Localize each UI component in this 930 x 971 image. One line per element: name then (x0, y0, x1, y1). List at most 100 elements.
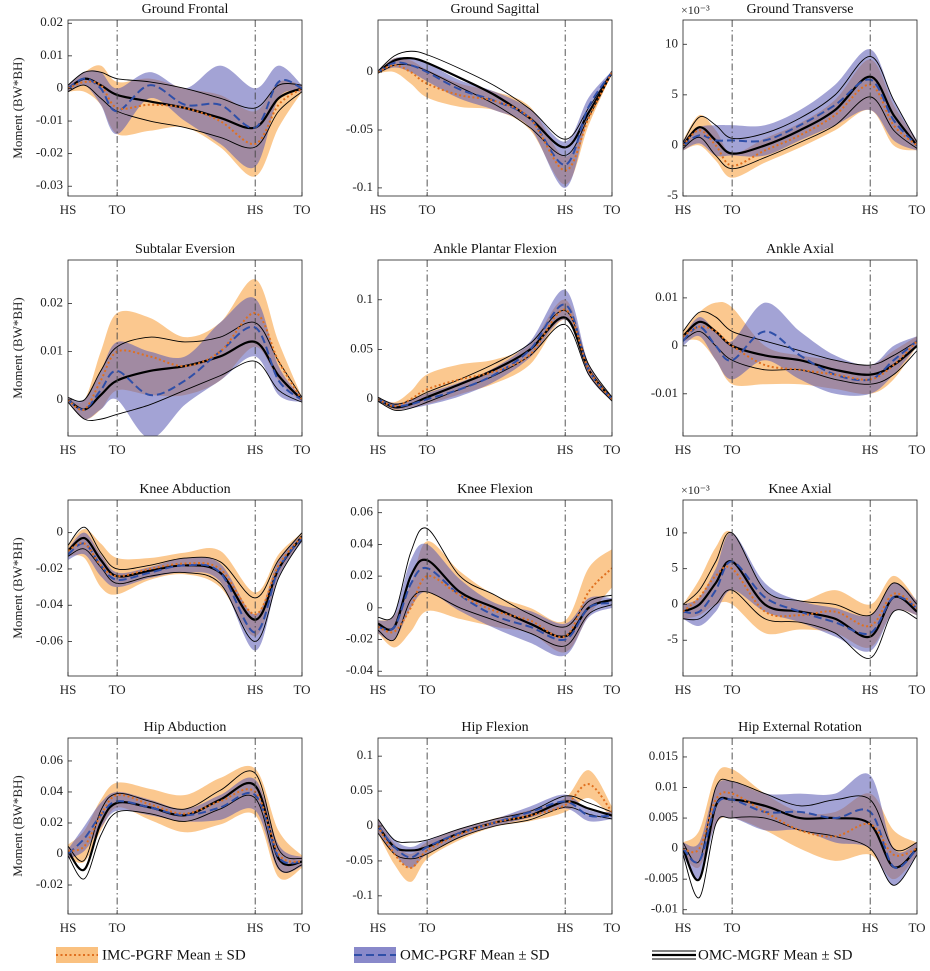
panel-title: Hip External Rotation (738, 720, 862, 735)
plot-area (378, 260, 612, 436)
panel-title: Knee Flexion (457, 482, 533, 497)
y-tick-label: 0 (57, 845, 64, 860)
plot (378, 50, 612, 188)
y-tick-label: -0.05 (346, 121, 373, 136)
y-tick-label: 0 (57, 524, 64, 539)
y-tick-label: 0.04 (350, 535, 373, 550)
y-tick-label: 0.06 (40, 752, 63, 767)
x-tick-label: TO (419, 202, 436, 217)
sd-band (378, 794, 612, 868)
sd-band (683, 49, 917, 157)
sd-line (683, 55, 917, 143)
panel-title: Ground Frontal (142, 2, 229, 17)
panel: Knee Axial ×10⁻³ HS TO HS TO -5 0 5 10 (665, 482, 926, 697)
panel-title: Subtalar Eversion (135, 242, 235, 257)
plot (68, 765, 302, 880)
y-tick-label: -0.02 (36, 560, 63, 575)
y-tick-label: 0.01 (655, 289, 678, 304)
mean-line (68, 788, 302, 863)
y-tick-label: -0.02 (346, 631, 373, 646)
x-tick-label: TO (603, 442, 620, 457)
sd-line (68, 526, 302, 599)
x-tick-label: HS (557, 920, 574, 935)
mean-line (68, 77, 302, 129)
y-tick-label: 0 (367, 599, 374, 614)
x-tick-label: TO (603, 920, 620, 935)
y-tick-label: 0.02 (40, 814, 63, 829)
x-tick-label: HS (60, 442, 77, 457)
x-tick-label: HS (862, 442, 879, 457)
y-tick-label: -0.01 (651, 385, 678, 400)
panel: Ankle Plantar Flexion HS TO HS TO 0 0.05 0.1 (350, 242, 620, 457)
x-tick-label: TO (603, 682, 620, 697)
y-tick-label: 5 (672, 560, 679, 575)
sd-band (378, 289, 612, 410)
panel: Ankle Axial HS TO HS TO -0.01 0 0.01 (651, 242, 926, 457)
axes-frame (682, 19, 918, 197)
sd-line (68, 360, 302, 422)
x-tick-label: HS (862, 920, 879, 935)
x-tick-label: TO (908, 442, 925, 457)
axes-frame (377, 737, 613, 915)
x-tick-label: HS (370, 442, 387, 457)
panel-title: Knee Axial (768, 482, 831, 497)
y-tick-label: -0.02 (36, 876, 63, 891)
y-tick-label: 10 (665, 35, 678, 50)
x-tick-label: HS (60, 682, 77, 697)
axes-frame (377, 259, 613, 437)
sd-band (683, 532, 917, 652)
mean-line (378, 800, 612, 859)
y-tick-label: 0 (672, 840, 679, 855)
mean-line (378, 64, 612, 172)
panel-title: Ankle Axial (766, 242, 834, 257)
y-tick-label: 10 (665, 524, 678, 539)
panel-title: Hip Flexion (461, 720, 528, 735)
mean-line (378, 61, 612, 166)
y-tick-label: 0 (367, 817, 374, 832)
sd-line (683, 96, 917, 170)
y-axis-label: Moment (BW*BH) (10, 297, 25, 398)
x-tick-label: HS (370, 682, 387, 697)
x-tick-label: TO (109, 682, 126, 697)
y-tick-label: 0.1 (357, 747, 373, 762)
sd-line (378, 50, 612, 140)
mean-line (378, 567, 612, 639)
y-tick-label: 0.01 (40, 47, 63, 62)
sd-band (68, 65, 302, 169)
x-tick-label: TO (724, 682, 741, 697)
x-tick-label: HS (247, 682, 264, 697)
y-tick-label: -0.01 (651, 901, 678, 916)
x-tick-label: HS (675, 202, 692, 217)
panel-title: Ankle Plantar Flexion (433, 242, 557, 257)
y-tick-label: 0 (672, 337, 679, 352)
sd-line (683, 816, 917, 898)
y-tick-label: 0.05 (350, 782, 373, 797)
mean-line (683, 78, 917, 147)
x-tick-label: HS (557, 202, 574, 217)
x-tick-label: HS (557, 682, 574, 697)
x-tick-label: HS (675, 442, 692, 457)
panel-title: Ground Transverse (747, 2, 854, 17)
legend-label: IMC-PGRF Mean ± SD (102, 947, 246, 963)
x-tick-label: HS (247, 920, 264, 935)
mean-line (683, 75, 917, 155)
x-tick-label: HS (60, 202, 77, 217)
panel-title: Knee Abduction (139, 482, 230, 497)
sd-band (378, 543, 612, 657)
x-tick-label: TO (419, 920, 436, 935)
y-tick-label: 0.02 (350, 567, 373, 582)
mean-line (68, 535, 302, 616)
plot (378, 770, 612, 882)
x-tick-label: TO (419, 442, 436, 457)
x-tick-label: TO (724, 442, 741, 457)
axes-frame (377, 19, 613, 197)
x-tick-label: TO (109, 920, 126, 935)
mean-line (378, 308, 612, 408)
x-tick-label: TO (724, 202, 741, 217)
mean-line (68, 340, 302, 411)
axes-frame (67, 259, 303, 437)
x-tick-label: TO (908, 682, 925, 697)
y-tick-label: 0 (367, 63, 374, 78)
panel: Ground Sagittal HS TO HS TO -0.1 -0.05 0 (346, 2, 621, 217)
